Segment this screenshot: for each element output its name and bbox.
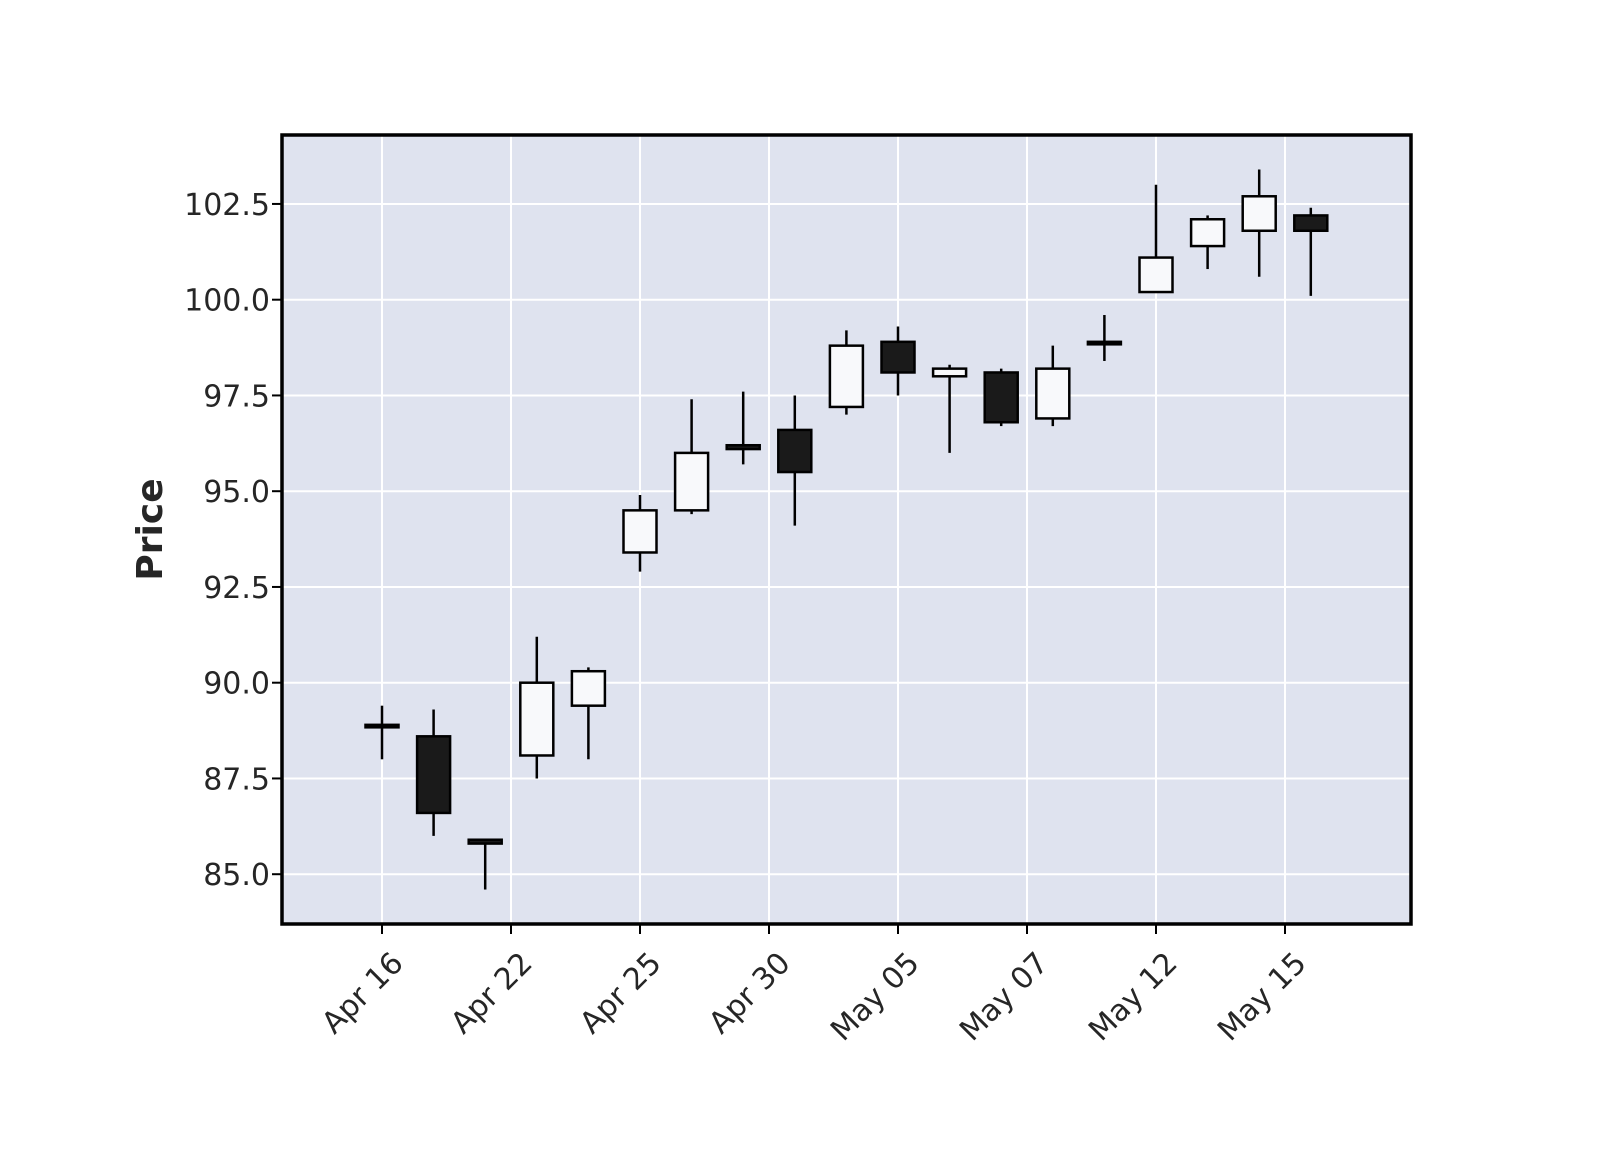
candle-body-up	[519, 681, 555, 757]
candle	[519, 636, 555, 779]
x-axis-ticks: Apr 16 Apr 22 Apr 25 Apr 30 May 05 May 07 May …	[315, 924, 1314, 1048]
x-tick-label: May 07	[953, 946, 1055, 1048]
candle-body-up	[673, 451, 710, 512]
candle-body-down	[467, 838, 503, 845]
plot-frame	[280, 133, 1413, 926]
candle	[467, 838, 503, 890]
candle	[725, 391, 761, 465]
candle	[415, 709, 452, 836]
x-tick-label: Apr 25	[573, 946, 668, 1041]
candle	[828, 330, 865, 415]
y-tick-label: 85.0	[203, 858, 270, 893]
candle	[1189, 215, 1226, 270]
candle-body-up	[1241, 195, 1277, 233]
x-tick-label: Apr 30	[702, 946, 797, 1041]
candle	[1241, 169, 1277, 277]
candle-body-up	[1086, 340, 1123, 346]
candle-body-down	[777, 428, 813, 474]
y-tick-label: 87.5	[203, 762, 270, 797]
candle	[880, 326, 916, 396]
candle-body-down	[1293, 214, 1329, 233]
candle-body-down	[415, 735, 452, 815]
candle	[364, 705, 400, 760]
y-tick-label: 92.5	[203, 571, 270, 606]
candle-body-up	[1035, 367, 1071, 420]
x-tick-label: May 15	[1211, 946, 1313, 1048]
x-tick-label: Apr 16	[315, 946, 410, 1041]
y-axis-label: Price	[130, 478, 171, 580]
candle	[570, 667, 607, 760]
y-axis-ticks: 85.0 87.5 90.0 92.5 95.0 97.5 100.0 102.5	[184, 188, 282, 893]
candle-body-down	[880, 340, 916, 374]
candle	[777, 395, 813, 526]
y-tick-label: 102.5	[184, 188, 270, 223]
candle-body-up	[570, 669, 607, 707]
x-tick-label: Apr 22	[444, 946, 539, 1041]
y-tick-label: 95.0	[203, 475, 270, 510]
candles	[364, 169, 1329, 890]
candle-body-up	[1189, 218, 1226, 248]
candle	[931, 364, 968, 453]
candle	[983, 368, 1019, 427]
candle	[673, 399, 710, 515]
y-tick-label: 100.0	[184, 284, 270, 319]
candle	[1086, 315, 1123, 361]
x-tick-label: May 05	[824, 946, 926, 1048]
candle	[1035, 345, 1071, 427]
candle	[1138, 184, 1174, 294]
plot-area	[282, 135, 1411, 924]
candle-body-up	[1138, 256, 1174, 294]
candle-body-down	[725, 443, 761, 451]
candle-body-up	[828, 344, 865, 409]
candle	[622, 495, 658, 572]
candle-body-down	[983, 371, 1019, 424]
y-tick-label: 90.0	[203, 667, 270, 702]
x-tick-label: May 12	[1082, 946, 1184, 1048]
candle-body-up	[364, 723, 400, 729]
candle-body-up	[931, 367, 968, 378]
candle-body-up	[622, 509, 658, 554]
candle	[1293, 207, 1329, 296]
y-tick-label: 97.5	[203, 379, 270, 414]
